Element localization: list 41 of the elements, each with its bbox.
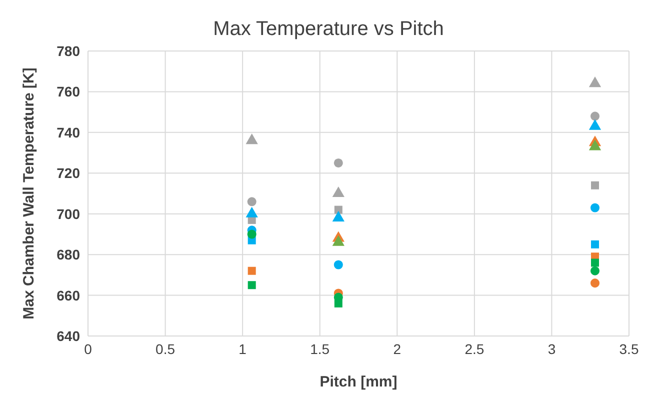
point	[334, 299, 342, 308]
y-tick-label: 700	[56, 206, 80, 222]
point	[247, 230, 256, 239]
x-tick-label: 2	[393, 340, 402, 357]
point	[588, 76, 602, 88]
point	[334, 206, 342, 214]
point	[332, 186, 344, 198]
x-tick-label: 2.5	[464, 340, 484, 357]
point	[246, 134, 258, 144]
y-axis-title: Max Chamber Wall Temperature [K]	[20, 68, 38, 320]
x-tick-label: 1.5	[310, 340, 330, 357]
x-tick-label: 3.5	[619, 340, 639, 357]
point	[246, 206, 258, 218]
x-tick-label: 0	[84, 340, 92, 357]
chart-title: Max Temperature vs Pitch	[212, 17, 445, 41]
x-tick-label: 3	[548, 340, 556, 357]
point	[334, 158, 343, 168]
point	[332, 210, 344, 222]
y-tick-label: 760	[56, 84, 80, 100]
point	[590, 266, 600, 276]
point	[588, 140, 602, 150]
y-tick-label: 640	[56, 328, 80, 344]
point	[247, 197, 256, 206]
y-tick-label: 740	[56, 124, 80, 140]
point	[248, 266, 256, 275]
y-tick-label: 720	[56, 165, 80, 182]
point	[590, 181, 599, 190]
point	[590, 240, 599, 248]
point	[334, 260, 343, 270]
point	[590, 112, 600, 121]
x-tick-label: 1	[238, 340, 247, 357]
point	[590, 278, 600, 288]
y-tick-label: 780	[56, 42, 80, 59]
x-tick-label: 0.5	[156, 340, 176, 357]
y-tick-label: 680	[56, 246, 80, 263]
x-axis-title: Pitch [mm]	[320, 374, 398, 391]
point	[590, 203, 600, 212]
point	[588, 119, 602, 130]
point	[590, 258, 599, 267]
point	[248, 281, 256, 290]
y-tick-label: 660	[56, 287, 80, 304]
